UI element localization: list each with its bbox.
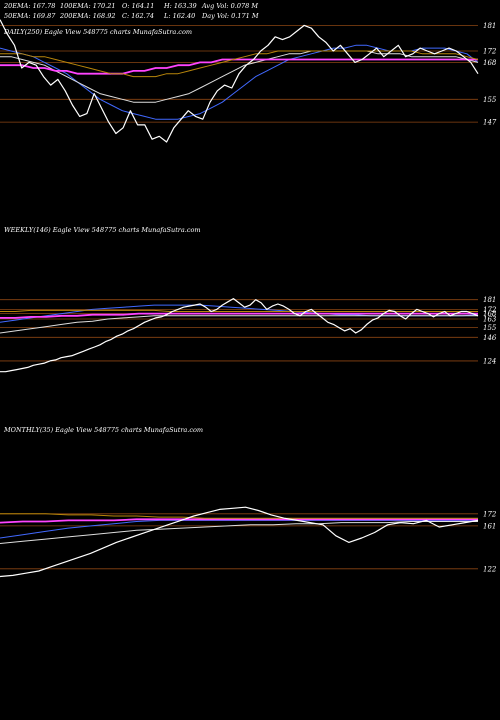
weekly-panel: WEEKLY(146) Eagle View 548775 charts Mun… — [0, 226, 497, 373]
weekly-series-line — [0, 309, 478, 312]
monthly-tick-label: 161 — [483, 522, 496, 530]
weekly-panel-title: WEEKLY(146) Eagle View 548775 charts Mun… — [4, 226, 201, 234]
monthly-panel-title: MONTHLY(35) Eagle View 548775 charts Mun… — [3, 426, 203, 434]
monthly-series-line — [0, 518, 478, 524]
monthly-tick-label: 172 — [483, 510, 497, 518]
daily-tick-label: 147 — [483, 119, 497, 127]
monthly-tick-label: 122 — [483, 565, 497, 573]
daily-panel-title: DAILY(250) Eagle View 548775 charts Muna… — [3, 28, 192, 36]
header-low: L: 162.40 — [163, 12, 195, 20]
daily-tick-label: 181 — [483, 22, 496, 30]
header-open: O: 164.11 — [122, 2, 154, 10]
weekly-tick-label: 146 — [483, 334, 497, 342]
weekly-tick-label: 181 — [483, 296, 496, 304]
daily-tick-label: 168 — [483, 59, 497, 67]
weekly-series-line — [0, 298, 479, 373]
daily-series-line — [0, 50, 479, 103]
daily-series-line — [0, 58, 478, 75]
daily-tick-label: 155 — [483, 96, 497, 104]
weekly-tick-label: 168 — [483, 310, 497, 318]
monthly-series-line — [0, 521, 478, 544]
weekly-series-line — [0, 312, 478, 319]
header-day-vol: Day Vol: 0.171 M — [201, 12, 259, 20]
daily-tick-label: 172 — [483, 47, 497, 55]
weekly-tick-label: 124 — [483, 357, 496, 365]
daily-series-line — [0, 50, 479, 78]
daily-series-line — [0, 19, 479, 143]
header-100ema: 100EMA: 170.21 — [60, 2, 116, 10]
header-20ema: 20EMA: 167.78 — [3, 2, 55, 10]
daily-panel: DAILY(250) Eagle View 548775 charts Muna… — [0, 19, 497, 143]
monthly-series-line — [0, 513, 478, 519]
monthly-series-line — [0, 506, 479, 578]
weekly-series-line — [0, 315, 478, 334]
monthly-panel: MONTHLY(35) Eagle View 548775 charts Mun… — [0, 426, 497, 578]
weekly-tick-label: 172 — [483, 306, 497, 314]
monthly-series-line — [0, 519, 478, 539]
header-200ema: 200EMA: 168.92 — [59, 12, 116, 20]
header-50ema: 50EMA: 169.87 — [4, 12, 56, 20]
header-high: H: 163.39 — [163, 2, 197, 10]
header-avg-vol: Avg Vol: 0.078 M — [201, 2, 258, 10]
weekly-tick-label: 155 — [483, 324, 497, 332]
header-close: C: 162.74 — [122, 12, 154, 20]
header-legend: 20EMA: 167.78 100EMA: 170.21 O: 164.11 H… — [3, 2, 259, 20]
weekly-tick-label: 163 — [483, 316, 497, 324]
